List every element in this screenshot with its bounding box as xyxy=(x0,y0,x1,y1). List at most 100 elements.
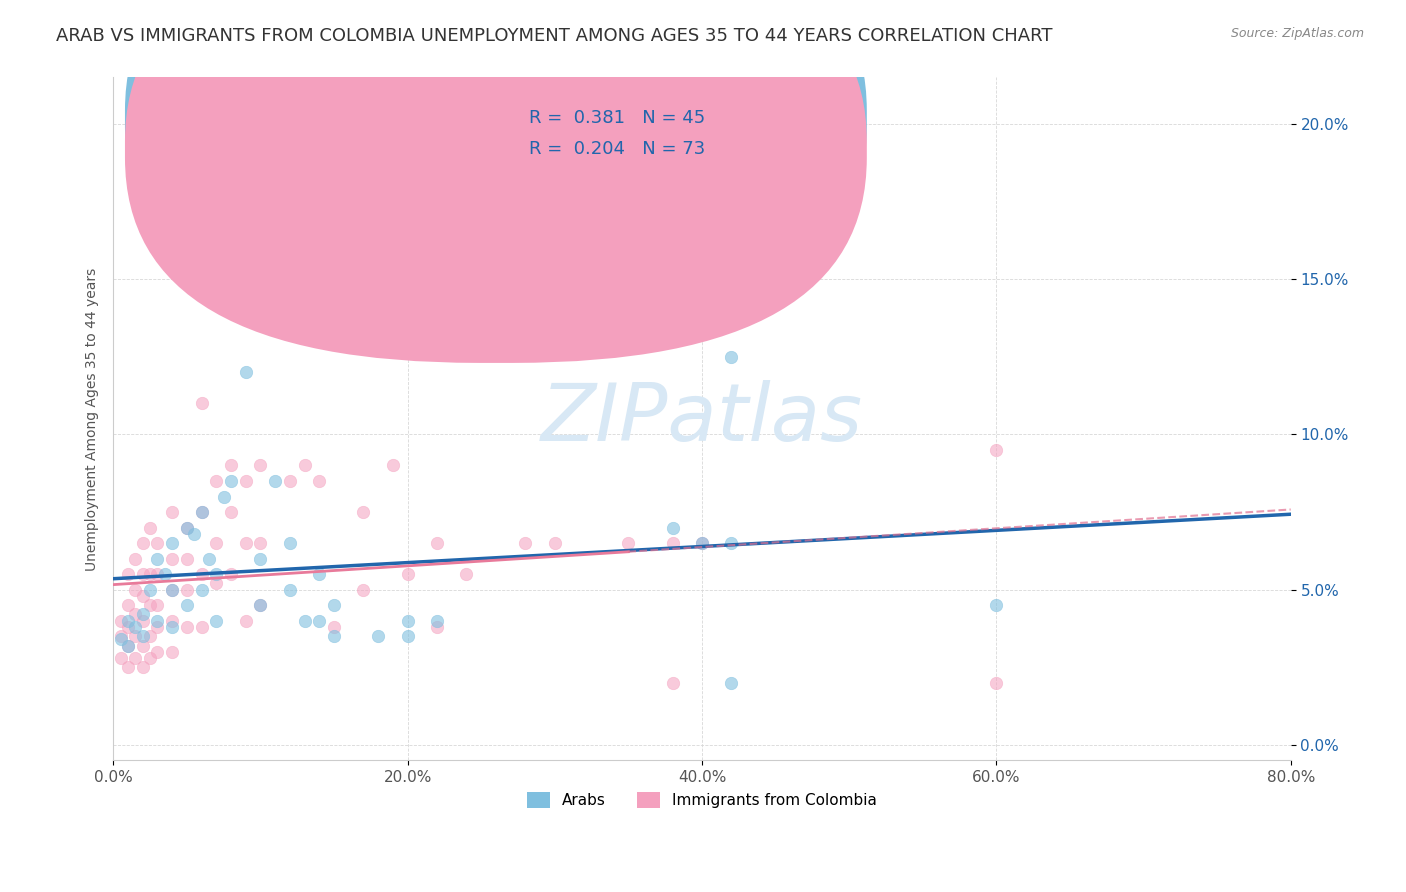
Point xyxy=(205,567,228,582)
Point xyxy=(249,458,271,473)
Point xyxy=(124,607,146,622)
Point xyxy=(352,505,374,519)
Point xyxy=(986,442,1008,457)
Point xyxy=(352,582,374,597)
Point xyxy=(294,458,316,473)
Point xyxy=(139,651,162,665)
Point xyxy=(690,536,713,550)
Point xyxy=(249,536,271,550)
Point xyxy=(117,567,139,582)
Point xyxy=(160,582,183,597)
Point xyxy=(190,505,212,519)
Point xyxy=(544,536,567,550)
Point xyxy=(235,365,257,379)
Point xyxy=(124,620,146,634)
Point xyxy=(176,551,198,566)
Point xyxy=(190,505,212,519)
Point xyxy=(160,505,183,519)
Point xyxy=(219,505,242,519)
Legend: Arabs, Immigrants from Colombia: Arabs, Immigrants from Colombia xyxy=(522,786,883,814)
Point xyxy=(515,536,537,550)
Point xyxy=(176,582,198,597)
Text: R =  0.204   N = 73: R = 0.204 N = 73 xyxy=(529,140,704,158)
Point xyxy=(131,589,153,603)
Point xyxy=(131,639,153,653)
Point xyxy=(235,474,257,488)
Point xyxy=(146,598,169,612)
Point xyxy=(183,526,205,541)
Point xyxy=(110,614,132,628)
Point xyxy=(249,551,271,566)
Point xyxy=(160,536,183,550)
Point xyxy=(117,598,139,612)
Point xyxy=(205,576,228,591)
Point xyxy=(160,614,183,628)
Point xyxy=(131,536,153,550)
Point xyxy=(110,629,132,643)
Point xyxy=(264,474,287,488)
Point xyxy=(124,651,146,665)
Point xyxy=(190,567,212,582)
Point xyxy=(190,582,212,597)
Point xyxy=(131,629,153,643)
Point xyxy=(160,551,183,566)
Point xyxy=(396,629,419,643)
Point xyxy=(117,639,139,653)
Point xyxy=(219,474,242,488)
Point xyxy=(308,567,330,582)
Point xyxy=(131,660,153,674)
FancyBboxPatch shape xyxy=(125,0,868,332)
Point xyxy=(617,536,640,550)
Point xyxy=(153,567,176,582)
Point xyxy=(131,567,153,582)
Point xyxy=(661,520,683,534)
Point xyxy=(124,582,146,597)
Point xyxy=(294,614,316,628)
Point xyxy=(176,520,198,534)
Point xyxy=(176,598,198,612)
Point xyxy=(198,551,221,566)
Point xyxy=(690,536,713,550)
Point xyxy=(131,607,153,622)
Point xyxy=(117,620,139,634)
Point xyxy=(146,567,169,582)
Point xyxy=(396,614,419,628)
Point xyxy=(176,620,198,634)
Point xyxy=(426,614,449,628)
Point xyxy=(146,536,169,550)
Point xyxy=(323,629,346,643)
FancyBboxPatch shape xyxy=(125,0,868,363)
Point xyxy=(426,620,449,634)
Point xyxy=(110,651,132,665)
Point xyxy=(139,598,162,612)
Point xyxy=(205,536,228,550)
Point xyxy=(124,551,146,566)
Point xyxy=(720,350,742,364)
Point xyxy=(160,582,183,597)
Point xyxy=(176,520,198,534)
Point xyxy=(146,620,169,634)
Point xyxy=(160,645,183,659)
Point xyxy=(249,598,271,612)
Point xyxy=(139,520,162,534)
Point xyxy=(720,536,742,550)
Point xyxy=(381,458,404,473)
Point xyxy=(212,490,235,504)
Point xyxy=(219,567,242,582)
Point xyxy=(235,614,257,628)
Point xyxy=(160,620,183,634)
Point xyxy=(139,582,162,597)
Point xyxy=(278,474,301,488)
Point xyxy=(323,598,346,612)
Point xyxy=(146,614,169,628)
Point xyxy=(249,598,271,612)
Point xyxy=(323,620,346,634)
Text: Source: ZipAtlas.com: Source: ZipAtlas.com xyxy=(1230,27,1364,40)
Point xyxy=(352,194,374,209)
Point xyxy=(986,675,1008,690)
Point xyxy=(235,536,257,550)
Point xyxy=(661,675,683,690)
Point xyxy=(110,632,132,647)
Point xyxy=(308,474,330,488)
Point xyxy=(278,582,301,597)
